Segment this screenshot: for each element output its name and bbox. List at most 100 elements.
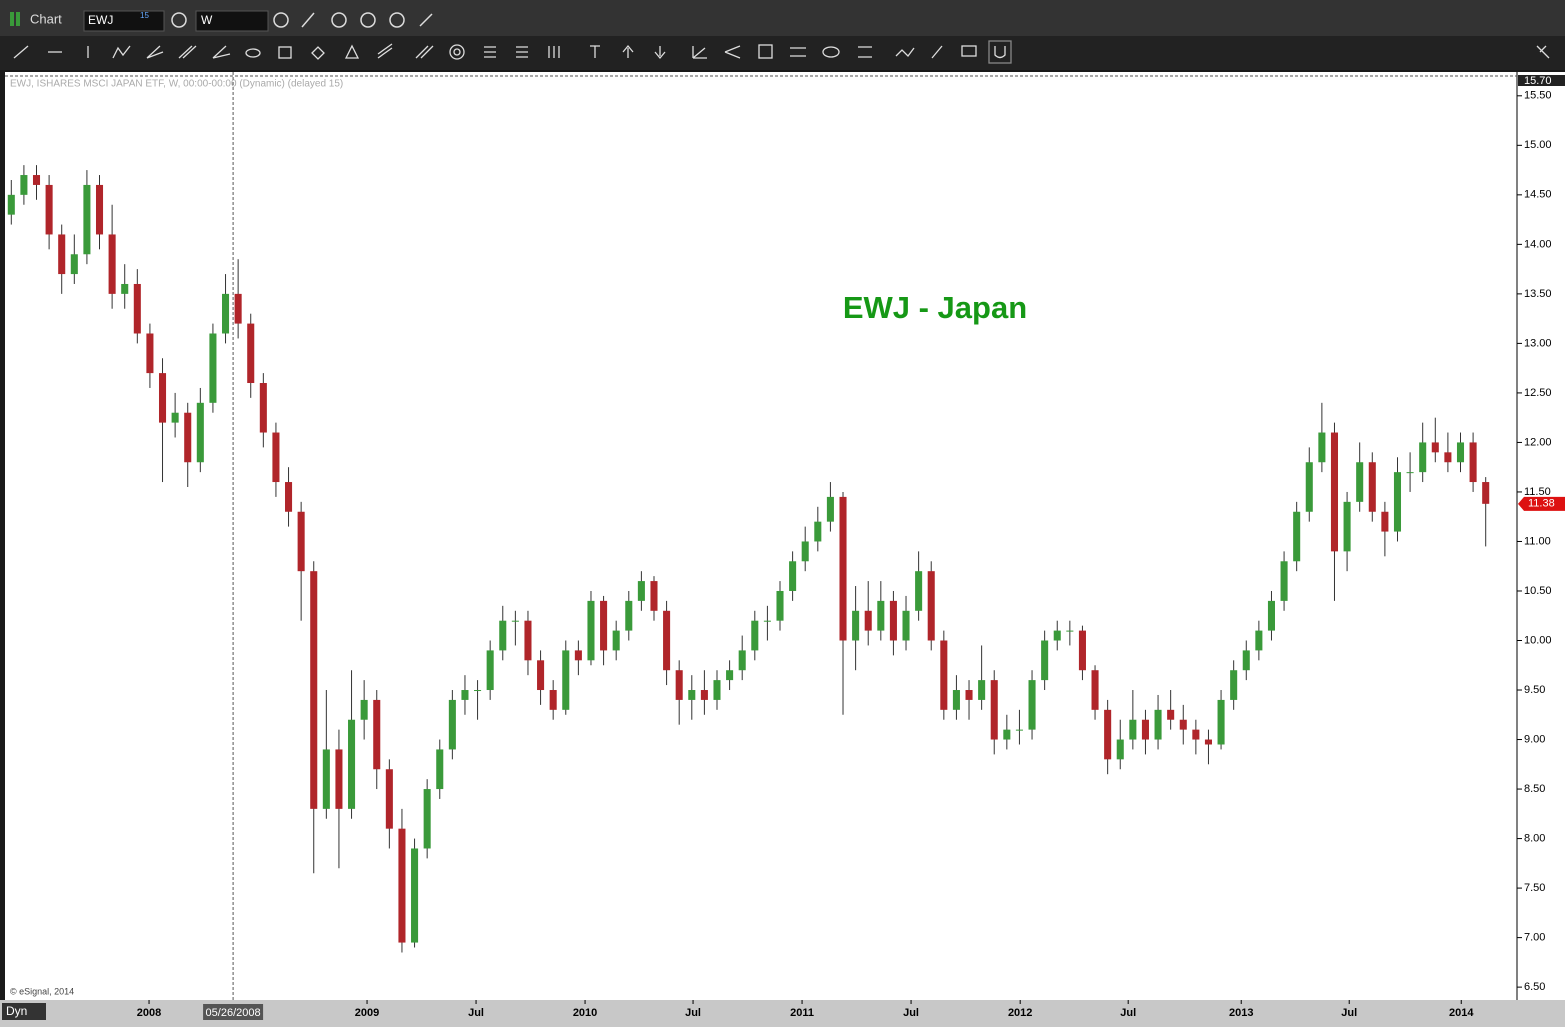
candle-body — [574, 650, 582, 661]
candle-body — [537, 660, 545, 691]
candle-body — [978, 680, 986, 700]
x-tick-label: Jul — [468, 1007, 484, 1019]
symbol[interactable]: EWJ — [88, 13, 113, 27]
y-tick-label: 7.50 — [1524, 882, 1545, 894]
y-tick-label: 8.00 — [1524, 832, 1545, 844]
candle-body — [1255, 630, 1263, 651]
candle-body — [1028, 680, 1036, 730]
candle-body — [259, 383, 267, 433]
candle-body — [1066, 630, 1074, 632]
candle-body — [1431, 442, 1439, 453]
candle-body — [448, 699, 456, 750]
candle-body — [1078, 630, 1086, 671]
symbol-box[interactable] — [83, 10, 165, 32]
candle-body — [171, 412, 179, 423]
y-tick-label: 11.50 — [1524, 486, 1551, 498]
candle-body — [108, 234, 116, 294]
chart-info: EWJ, ISHARES MSCI JAPAN ETF, W, 00:00-00… — [10, 79, 343, 90]
candle-body — [234, 293, 242, 324]
candle-body — [121, 283, 129, 294]
crosshair-x-box — [203, 1004, 264, 1020]
candle-body — [637, 581, 645, 601]
candle-body — [1318, 432, 1326, 463]
candle-body — [373, 699, 381, 770]
candle-body — [1406, 472, 1414, 474]
annotation: EWJ - Japan — [843, 290, 1027, 325]
candle-body — [32, 175, 41, 185]
candle-body — [7, 194, 15, 215]
y-tick-label: 9.00 — [1524, 733, 1545, 745]
candle-body — [146, 333, 154, 374]
title-tools[interactable] — [171, 12, 433, 28]
candle-body — [133, 283, 141, 334]
crosshair-y-box — [1518, 75, 1565, 86]
candle-body — [1204, 739, 1212, 745]
interval[interactable]: W — [201, 13, 213, 27]
y-tick-label: 12.50 — [1524, 387, 1552, 399]
candle-body — [927, 571, 935, 641]
candle-body — [713, 680, 721, 700]
x-tick-label: Jul — [1120, 1007, 1136, 1019]
drawing-tools[interactable] — [13, 40, 1550, 64]
y-tick-label: 13.50 — [1524, 288, 1552, 300]
candle-body — [1053, 630, 1061, 641]
candle-body — [1041, 640, 1049, 681]
x-tick-label: Jul — [903, 1007, 919, 1019]
candle-body — [839, 496, 847, 641]
candle-body — [852, 610, 860, 641]
candle-body — [952, 690, 960, 710]
candle-body — [335, 749, 343, 809]
candle-body — [322, 749, 330, 809]
plot-area[interactable] — [5, 72, 1517, 1000]
candle-body — [297, 511, 305, 572]
candle-body — [688, 690, 696, 700]
candle-body — [83, 184, 91, 255]
interval-box[interactable] — [195, 10, 269, 32]
candle-body — [562, 650, 570, 710]
candle-body — [587, 600, 595, 661]
candle-body — [45, 184, 53, 235]
candle-body — [1192, 729, 1200, 740]
candle-body — [385, 769, 393, 829]
candle-body — [1167, 709, 1175, 720]
candle-body — [184, 412, 192, 463]
x-tick-label: 2011 — [790, 1007, 814, 1019]
candle-body — [738, 650, 746, 671]
candle-body — [1381, 511, 1389, 532]
candle-body — [1305, 462, 1313, 512]
status: Dyn — [6, 1004, 27, 1018]
y-tick-label: 10.50 — [1524, 585, 1552, 597]
candle-body — [1230, 670, 1238, 700]
candle-body — [1444, 452, 1452, 463]
candle-body — [700, 690, 708, 700]
candle-body — [222, 293, 230, 334]
candle-body — [511, 620, 519, 622]
candle-body — [1293, 511, 1301, 562]
candle-body — [915, 571, 923, 611]
candle-body — [285, 482, 293, 512]
candle-body — [1456, 442, 1465, 463]
y-tick-label: 6.50 — [1524, 981, 1545, 993]
candle-body — [675, 670, 683, 700]
status-box — [2, 1003, 46, 1020]
candle-body — [360, 699, 368, 720]
candle-body — [1469, 442, 1477, 483]
candle-body — [1003, 729, 1011, 740]
candle-body — [1330, 432, 1339, 552]
candle-body — [877, 600, 885, 631]
candle-body — [58, 234, 66, 275]
candle-body — [965, 690, 973, 700]
window-title: Chart — [30, 11, 62, 26]
candle-body — [348, 719, 356, 809]
y-tick-label: 14.50 — [1524, 189, 1552, 201]
candle-body — [1343, 501, 1351, 552]
candle-body — [1129, 719, 1137, 740]
candle-body — [461, 690, 469, 700]
app-icon — [10, 12, 14, 26]
candle-body — [1482, 482, 1490, 504]
x-tick-label: 2012 — [1008, 1007, 1032, 1019]
candle-body — [1015, 729, 1023, 731]
candle-body — [1368, 462, 1376, 512]
candle-body — [826, 496, 834, 522]
candle-body — [1154, 709, 1162, 740]
